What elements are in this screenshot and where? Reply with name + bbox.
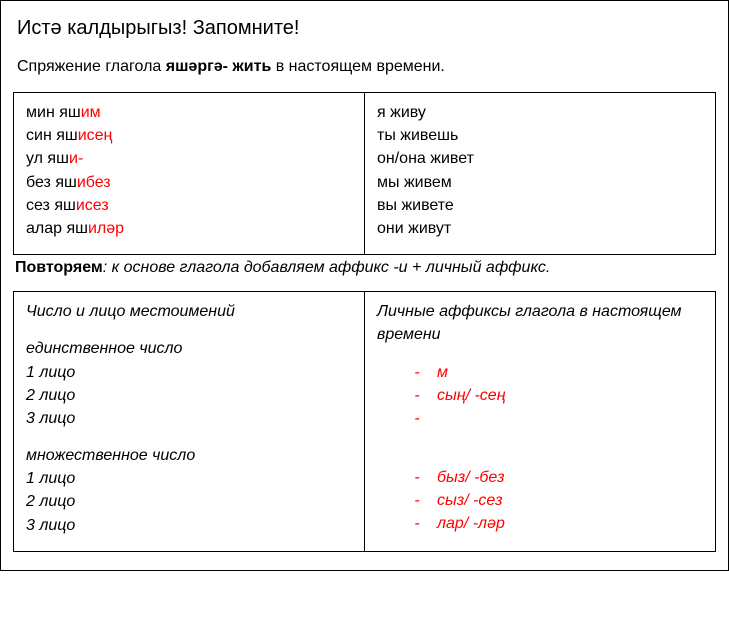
grammar-note: Повторяем: к основе глагола добавляем аф…: [15, 259, 716, 277]
conj-i: и: [81, 104, 90, 121]
conj-i: и: [78, 127, 87, 144]
person-row: 1 лицо: [26, 467, 352, 490]
conj-prefix: ул яш: [26, 150, 69, 167]
conj-suffix: сең: [87, 127, 113, 144]
pronoun-header: Число и лицо местоимений: [26, 300, 352, 323]
conjugation-row: он/она живет: [377, 147, 703, 170]
person-row: 3 лицо: [26, 407, 352, 430]
affix-singular-list: -м-сың/ -сең-: [377, 361, 703, 431]
dash-icon: -: [413, 361, 421, 384]
affix-row: -лар/ -ләр: [413, 512, 703, 535]
conjugation-row: алар яшиләр: [26, 217, 352, 240]
conjugation-row: они живут: [377, 217, 703, 240]
dash-icon: -: [413, 512, 421, 535]
conj-i: и: [88, 220, 97, 237]
affix-row: -сыз/ -сез: [413, 489, 703, 512]
affix-header: Личные аффиксы глагола в настоящем време…: [377, 300, 703, 346]
conjugation-row: я живу: [377, 101, 703, 124]
dash-icon: -: [413, 489, 421, 512]
dash-icon: -: [413, 384, 421, 407]
conjugation-russian-cell: я живуты живешьон/она живетмы живемвы жи…: [365, 93, 716, 255]
affix-table: Число и лицо местоимений единственное чи…: [13, 291, 716, 552]
subtitle-post: в настоящем времени.: [271, 58, 445, 75]
conjugation-row: мин яшим: [26, 101, 352, 124]
conj-prefix: без яш: [26, 174, 77, 191]
person-row: 3 лицо: [26, 514, 352, 537]
conj-prefix: син яш: [26, 127, 78, 144]
affix-value: сың/ -сең: [437, 384, 506, 407]
conj-prefix: мин яш: [26, 104, 81, 121]
conj-i: и: [77, 174, 86, 191]
conjugation-row: без яшибез: [26, 171, 352, 194]
conjugation-row: сез яшисез: [26, 194, 352, 217]
conjugation-row: син яшисең: [26, 124, 352, 147]
document-page: Истә калдырыгыз! Запомните! Спряжение гл…: [0, 0, 729, 571]
plural-label: множественное число: [26, 444, 352, 467]
conjugation-row: мы живем: [377, 171, 703, 194]
affix-value: быз/ -без: [437, 466, 505, 489]
dash-icon: -: [413, 407, 421, 430]
person-row: 2 лицо: [26, 490, 352, 513]
conjugation-row: ул яши-: [26, 147, 352, 170]
subtitle-bold: яшәргә- жить: [166, 58, 272, 75]
conj-suffix: -: [78, 150, 83, 167]
subtitle: Спряжение глагола яшәргә- жить в настоящ…: [17, 58, 716, 76]
conj-i: и: [69, 150, 78, 167]
note-italic: : к основе глагола добавляем аффикс -и +…: [103, 259, 551, 276]
conj-suffix: м: [90, 104, 101, 121]
affix-row: -м: [413, 361, 703, 384]
affix-value: сыз/ -сез: [437, 489, 503, 512]
conjugation-table: мин яшимсин яшисеңул яши-без яшибезсез я…: [13, 92, 716, 255]
affix-row: -: [413, 407, 703, 430]
pronoun-cell: Число и лицо местоимений единственное чи…: [14, 292, 365, 552]
conj-suffix: ләр: [97, 220, 124, 237]
subtitle-pre: Спряжение глагола: [17, 58, 166, 75]
person-row: 2 лицо: [26, 384, 352, 407]
affix-plural-list: -быз/ -без-сыз/ -сез-лар/ -ләр: [377, 466, 703, 536]
conjugation-row: вы живете: [377, 194, 703, 217]
conjugation-tatar-cell: мин яшимсин яшисеңул яши-без яшибезсез я…: [14, 93, 365, 255]
conj-suffix: сез: [85, 197, 109, 214]
dash-icon: -: [413, 466, 421, 489]
person-row: 1 лицо: [26, 361, 352, 384]
conj-prefix: алар яш: [26, 220, 88, 237]
affix-value: лар/ -ләр: [437, 512, 505, 535]
affix-row: -сың/ -сең: [413, 384, 703, 407]
conjugation-row: ты живешь: [377, 124, 703, 147]
page-title: Истә калдырыгыз! Запомните!: [17, 17, 716, 40]
singular-label: единственное число: [26, 337, 352, 360]
affix-value: м: [437, 361, 448, 384]
conj-prefix: сез яш: [26, 197, 76, 214]
conj-suffix: без: [86, 174, 111, 191]
note-bold: Повторяем: [15, 259, 103, 276]
conj-i: и: [76, 197, 85, 214]
affix-row: -быз/ -без: [413, 466, 703, 489]
affix-cell: Личные аффиксы глагола в настоящем време…: [365, 292, 716, 552]
